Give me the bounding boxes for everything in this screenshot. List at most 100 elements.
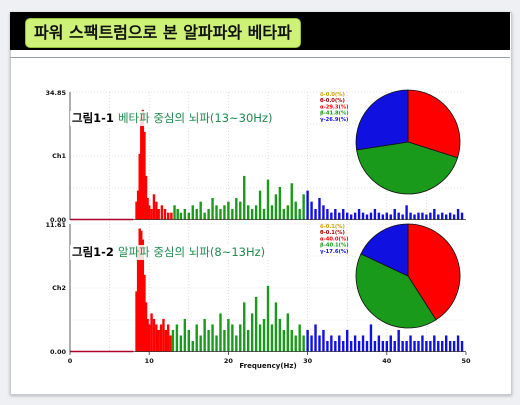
spectrum-bar	[310, 335, 313, 352]
spectrum-bar	[409, 335, 412, 352]
spectrum-bar	[286, 205, 289, 220]
pie-slice	[355, 253, 437, 329]
spectrum-bar	[397, 329, 400, 352]
spectrum-bar	[140, 117, 143, 220]
spectrum-bar	[167, 324, 170, 352]
caption-background	[70, 245, 306, 260]
spectrum-bar	[448, 212, 452, 220]
spectrum-bar	[239, 201, 242, 220]
spectrum-bar	[143, 274, 146, 352]
pie-legend-item: β-40.1(%)	[320, 243, 349, 249]
spectrum-bar	[211, 197, 214, 220]
spectrum-bar	[144, 302, 148, 352]
spectrum-bar	[266, 179, 270, 220]
spectrum-bar	[330, 212, 333, 220]
spectrum-bar	[310, 201, 313, 220]
spectrum-bar	[136, 190, 140, 220]
channel-label: Ch1	[52, 152, 66, 160]
pie-legend-item: β-41.8(%)	[320, 111, 349, 117]
spectrum-bar	[322, 205, 325, 220]
pie-legend-item: δ-0.1(%)	[320, 224, 345, 230]
spectrum-bar	[141, 239, 145, 352]
spectrum-bar	[389, 335, 392, 352]
spectrum-bar	[152, 194, 156, 220]
caption-range: (8~13Hz)	[210, 245, 265, 259]
pie-chart	[355, 223, 461, 329]
spectrum-bar	[191, 340, 194, 352]
spectrum-bar	[155, 201, 158, 220]
spectrum-bar	[144, 175, 148, 220]
spectrum-bar	[274, 194, 278, 220]
spectrum-bar	[326, 340, 329, 352]
spectrum-bar	[274, 302, 278, 352]
spectrum-bar	[393, 208, 396, 220]
spectrum-bar	[452, 340, 456, 352]
spectrum-bar	[389, 214, 392, 220]
spectrum-bar	[448, 340, 452, 352]
spectrum-bar	[219, 313, 222, 352]
spectrum-bar	[405, 205, 408, 220]
pie-slice	[355, 89, 409, 151]
spectrum-bar	[135, 291, 138, 352]
spectrum-bar	[425, 340, 428, 352]
spectrum-bar	[266, 285, 270, 352]
spectrum-bar	[373, 208, 377, 220]
spectrum-bar	[290, 183, 293, 220]
spectrum-bar	[290, 329, 293, 352]
x-tick-label: 50	[461, 357, 471, 365]
spectrum-bar	[373, 340, 377, 352]
spectrum-bar	[152, 318, 156, 352]
spectrum-bar	[381, 340, 385, 352]
bars-layer	[70, 109, 464, 353]
spectrum-bar	[250, 313, 254, 352]
spectrum-bar	[353, 335, 357, 352]
spectrum-bar	[318, 197, 321, 220]
spectrum-bar	[441, 212, 444, 220]
spectrum-bar	[150, 208, 153, 220]
spectrum-bar	[349, 214, 353, 220]
pie-chart	[355, 89, 461, 195]
spectrum-bar	[155, 324, 158, 352]
spectrum-bar	[365, 340, 369, 352]
spectrum-bar	[179, 212, 183, 220]
spectrum-bar	[143, 131, 146, 220]
spectrum-bar	[254, 205, 258, 220]
figure-caption: 그림1-2 알파파 중심의 뇌파(8~13Hz)	[72, 245, 265, 259]
spectrum-bar	[342, 208, 345, 220]
spectrum-bar	[357, 208, 361, 220]
x-tick-label: 40	[382, 357, 392, 365]
spectrum-bar	[425, 214, 428, 220]
channel-label: Ch2	[52, 284, 66, 292]
x-tick-label: 0	[68, 357, 73, 365]
spectrum-bar	[159, 324, 163, 352]
slide-title: 파워 스팩트럼으로 본 알파파와 베타파	[25, 18, 301, 48]
spectrum-bar	[278, 186, 282, 220]
spectrum-bar	[361, 212, 365, 220]
pie-slice	[356, 141, 459, 195]
spectrum-bar	[247, 329, 250, 352]
pie-legend-item: θ-0.0(%)	[320, 98, 345, 104]
spectrum-bar	[195, 208, 198, 220]
spectrum-bar	[314, 324, 317, 352]
spectrum-bar	[314, 208, 317, 220]
x-tick-label: 30	[303, 357, 313, 365]
spectrum-bar	[231, 324, 234, 352]
spectrum-bar	[385, 212, 388, 220]
spectrum-bar	[445, 214, 448, 220]
spectrum-bar	[235, 335, 238, 352]
spectrum-bar	[437, 340, 440, 352]
spectrum-bar	[349, 340, 353, 352]
spectrum-bar	[429, 340, 432, 352]
spectrum-bar	[175, 324, 179, 352]
spectrum-bar	[278, 318, 282, 352]
spectrum-bar	[258, 190, 262, 220]
spectrum-bar	[346, 212, 349, 220]
spectrum-bar	[160, 205, 164, 220]
spectrum-bar	[361, 335, 365, 352]
y-max-label: 34.85	[45, 89, 66, 97]
spectrum-bar	[353, 212, 357, 220]
spectrum-bar	[456, 208, 460, 220]
x-tick-label: 10	[145, 357, 155, 365]
spectrum-bar	[405, 340, 408, 352]
spectrum-bar	[187, 329, 190, 352]
